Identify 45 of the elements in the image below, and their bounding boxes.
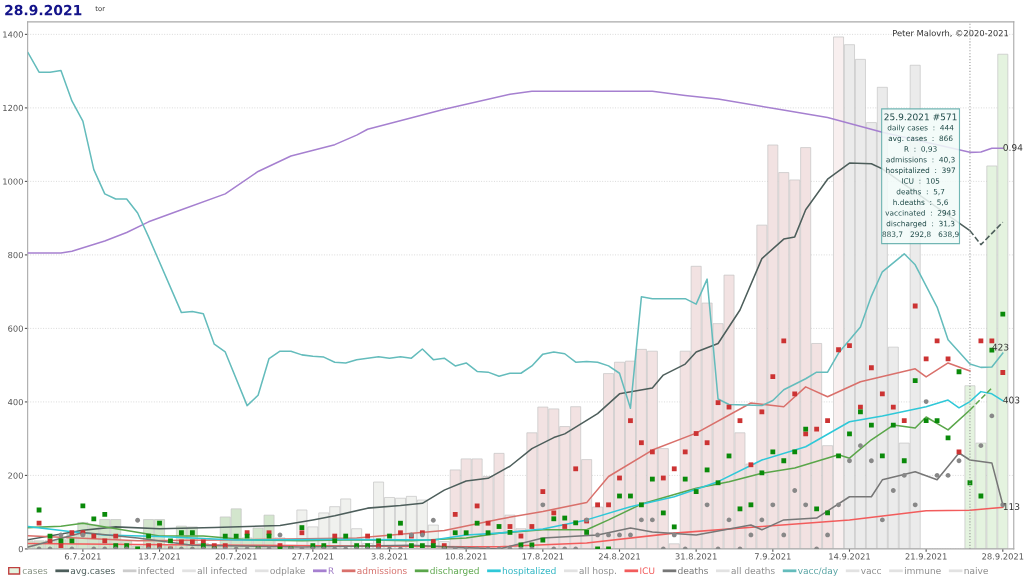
legend-label: hospitalized	[502, 567, 556, 576]
legend-label: avg.cases	[70, 568, 115, 576]
legend-label: infected	[138, 567, 174, 575]
x-tick-label: 13.7.2021	[139, 553, 180, 560]
x-tick-label: 27.7.2021	[292, 553, 334, 560]
legend-label: odplake	[270, 567, 305, 576]
legend-label: all hosp.	[579, 567, 616, 576]
x-tick-label: 21.9.2021	[905, 553, 947, 560]
legend-label: R	[328, 567, 334, 574]
y-tick-label: 0	[18, 545, 23, 553]
legend-label: all infected	[197, 567, 247, 575]
legend-label: deaths	[678, 567, 708, 575]
annotation: 403	[1003, 396, 1020, 404]
x-tick-label: 3.8.2021	[371, 553, 408, 560]
x-tick-label: 10.8.2021	[445, 553, 487, 560]
legend-label: all deaths	[731, 567, 775, 575]
legend-label: vacc	[861, 568, 881, 575]
annotation: Peter Malovrh, ©2020-2021	[893, 29, 1009, 38]
annotation: 0.94	[1003, 144, 1023, 151]
annotation: 113	[1003, 503, 1020, 511]
y-tick-label: 1200	[3, 104, 23, 112]
x-tick-label: 14.9.2021	[829, 553, 870, 560]
y-tick-label: 800	[8, 251, 23, 259]
chart-title: 28.9.2021	[5, 4, 82, 16]
legend-label: immune	[904, 567, 941, 575]
legend-label: vacc/day	[797, 567, 838, 576]
legend-label: ICU	[640, 567, 655, 575]
x-tick-label: 28.9.2021	[982, 553, 1024, 560]
annotation: 25.9.2021 #571	[884, 113, 957, 121]
legend-label: discharged	[430, 567, 479, 576]
y-tick-label: 1000	[3, 178, 23, 185]
x-tick-label: 17.8.2021	[522, 553, 564, 560]
legend-label: naive	[964, 567, 988, 575]
y-tick-label: 400	[7, 398, 23, 406]
x-tick-label: 20.7.2021	[215, 553, 257, 560]
x-tick-label: 7.9.2021	[754, 553, 791, 560]
x-tick-label: 31.8.2021	[675, 553, 717, 560]
x-tick-label: 6.7.2021	[64, 553, 101, 560]
y-tick-label: 1400	[3, 31, 23, 38]
annotation: 423	[992, 343, 1009, 351]
y-tick-label: 200	[8, 472, 23, 479]
legend-label: admissions	[357, 567, 407, 575]
legend-label: cases	[22, 568, 48, 575]
y-tick-label: 600	[8, 325, 23, 332]
x-tick-label: 24.8.2021	[598, 553, 640, 560]
